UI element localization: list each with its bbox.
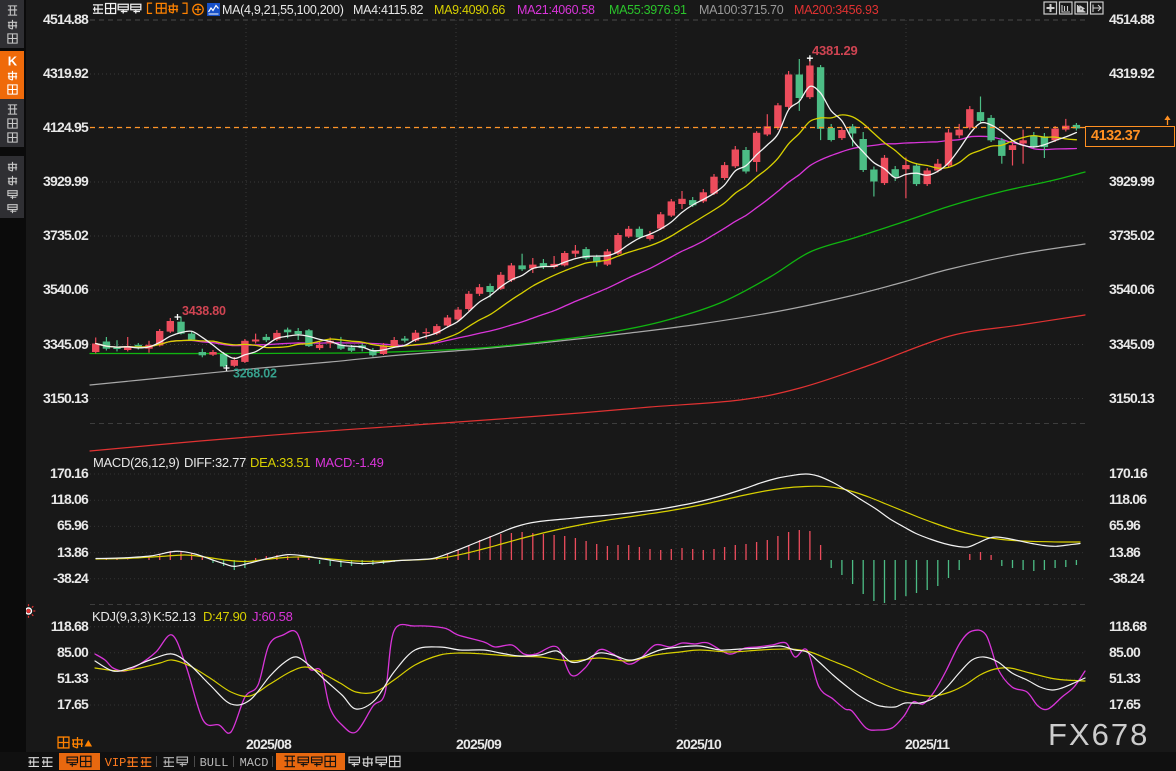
svg-text:D: D xyxy=(261,756,268,770)
svg-text:C: C xyxy=(254,756,261,770)
svg-text:V: V xyxy=(105,756,113,770)
svg-text:4381.29: 4381.29 xyxy=(812,43,858,58)
svg-text:M: M xyxy=(240,756,247,770)
svg-text:K: K xyxy=(8,54,18,69)
svg-text:A: A xyxy=(247,756,255,770)
svg-text:P: P xyxy=(119,756,126,770)
svg-text:B: B xyxy=(200,756,207,770)
svg-text:3438.80: 3438.80 xyxy=(182,304,226,318)
svg-text:U: U xyxy=(207,756,214,770)
svg-text:3268.02: 3268.02 xyxy=(233,367,277,381)
svg-text:L: L xyxy=(221,756,228,770)
svg-text:I: I xyxy=(112,756,119,770)
svg-text:L: L xyxy=(214,756,221,770)
